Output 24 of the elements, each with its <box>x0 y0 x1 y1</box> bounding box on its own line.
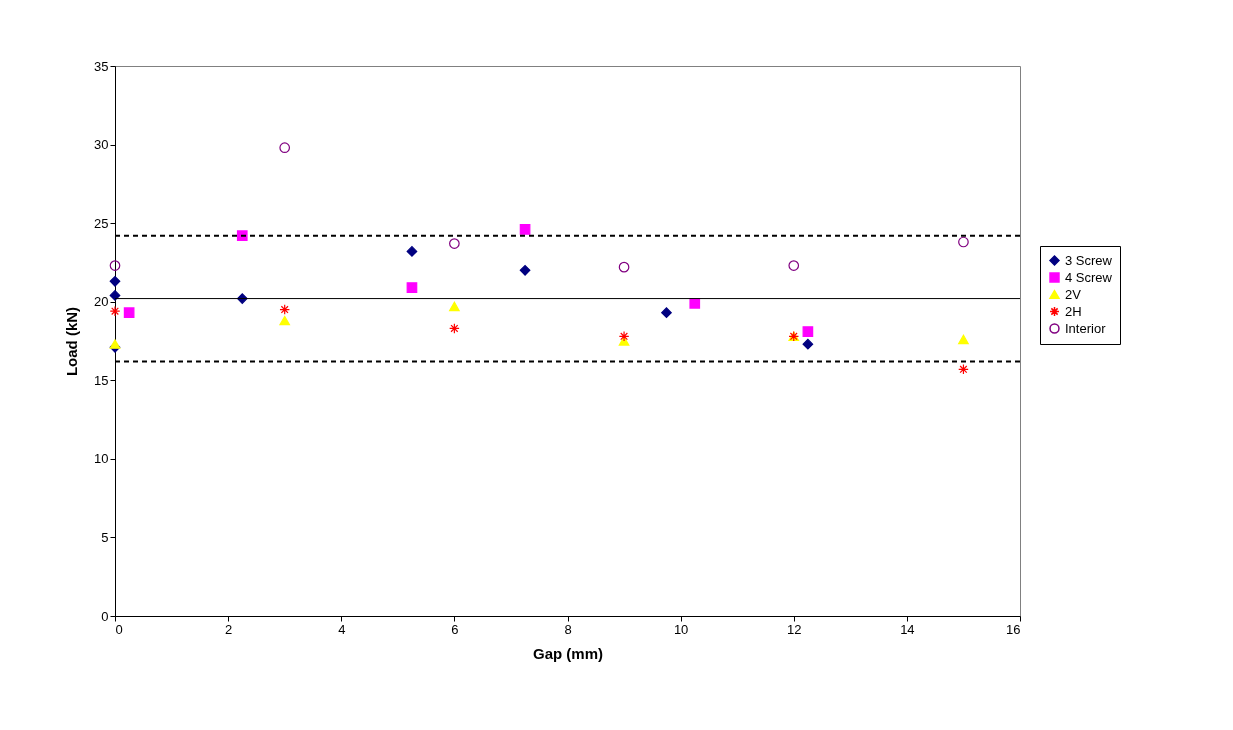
x-tick-label: 6 <box>451 621 459 637</box>
y-tick-label: 20 <box>94 294 109 310</box>
y-tick-label: 5 <box>101 529 109 545</box>
x-tick-label: 0 <box>115 621 123 637</box>
legend-label: Interior <box>1065 320 1107 336</box>
legend-label: 4 Screw <box>1065 269 1113 285</box>
y-tick-label: 0 <box>101 608 109 624</box>
y-tick-label: 15 <box>94 372 109 388</box>
x-tick-label: 4 <box>338 621 346 637</box>
x-axis-title: Gap (mm) <box>532 644 604 662</box>
y-tick-label: 10 <box>94 451 109 467</box>
y-tick-label: 30 <box>94 137 109 153</box>
x-tick-label: 2 <box>225 621 233 637</box>
y-tick-label: 25 <box>94 215 109 231</box>
legend-label: 2V <box>1065 286 1082 302</box>
x-tick-label: 10 <box>673 621 689 637</box>
x-tick-label: 8 <box>564 621 572 637</box>
legend-label: 3 Screw <box>1065 252 1113 268</box>
y-axis-title: Load (kN) <box>63 306 81 377</box>
x-tick-label: 14 <box>900 621 915 637</box>
x-tick-label: 12 <box>787 621 802 637</box>
y-tick-label: 35 <box>94 58 109 74</box>
legend-label: 2H <box>1065 303 1082 319</box>
x-tick-label: 16 <box>1006 621 1021 637</box>
